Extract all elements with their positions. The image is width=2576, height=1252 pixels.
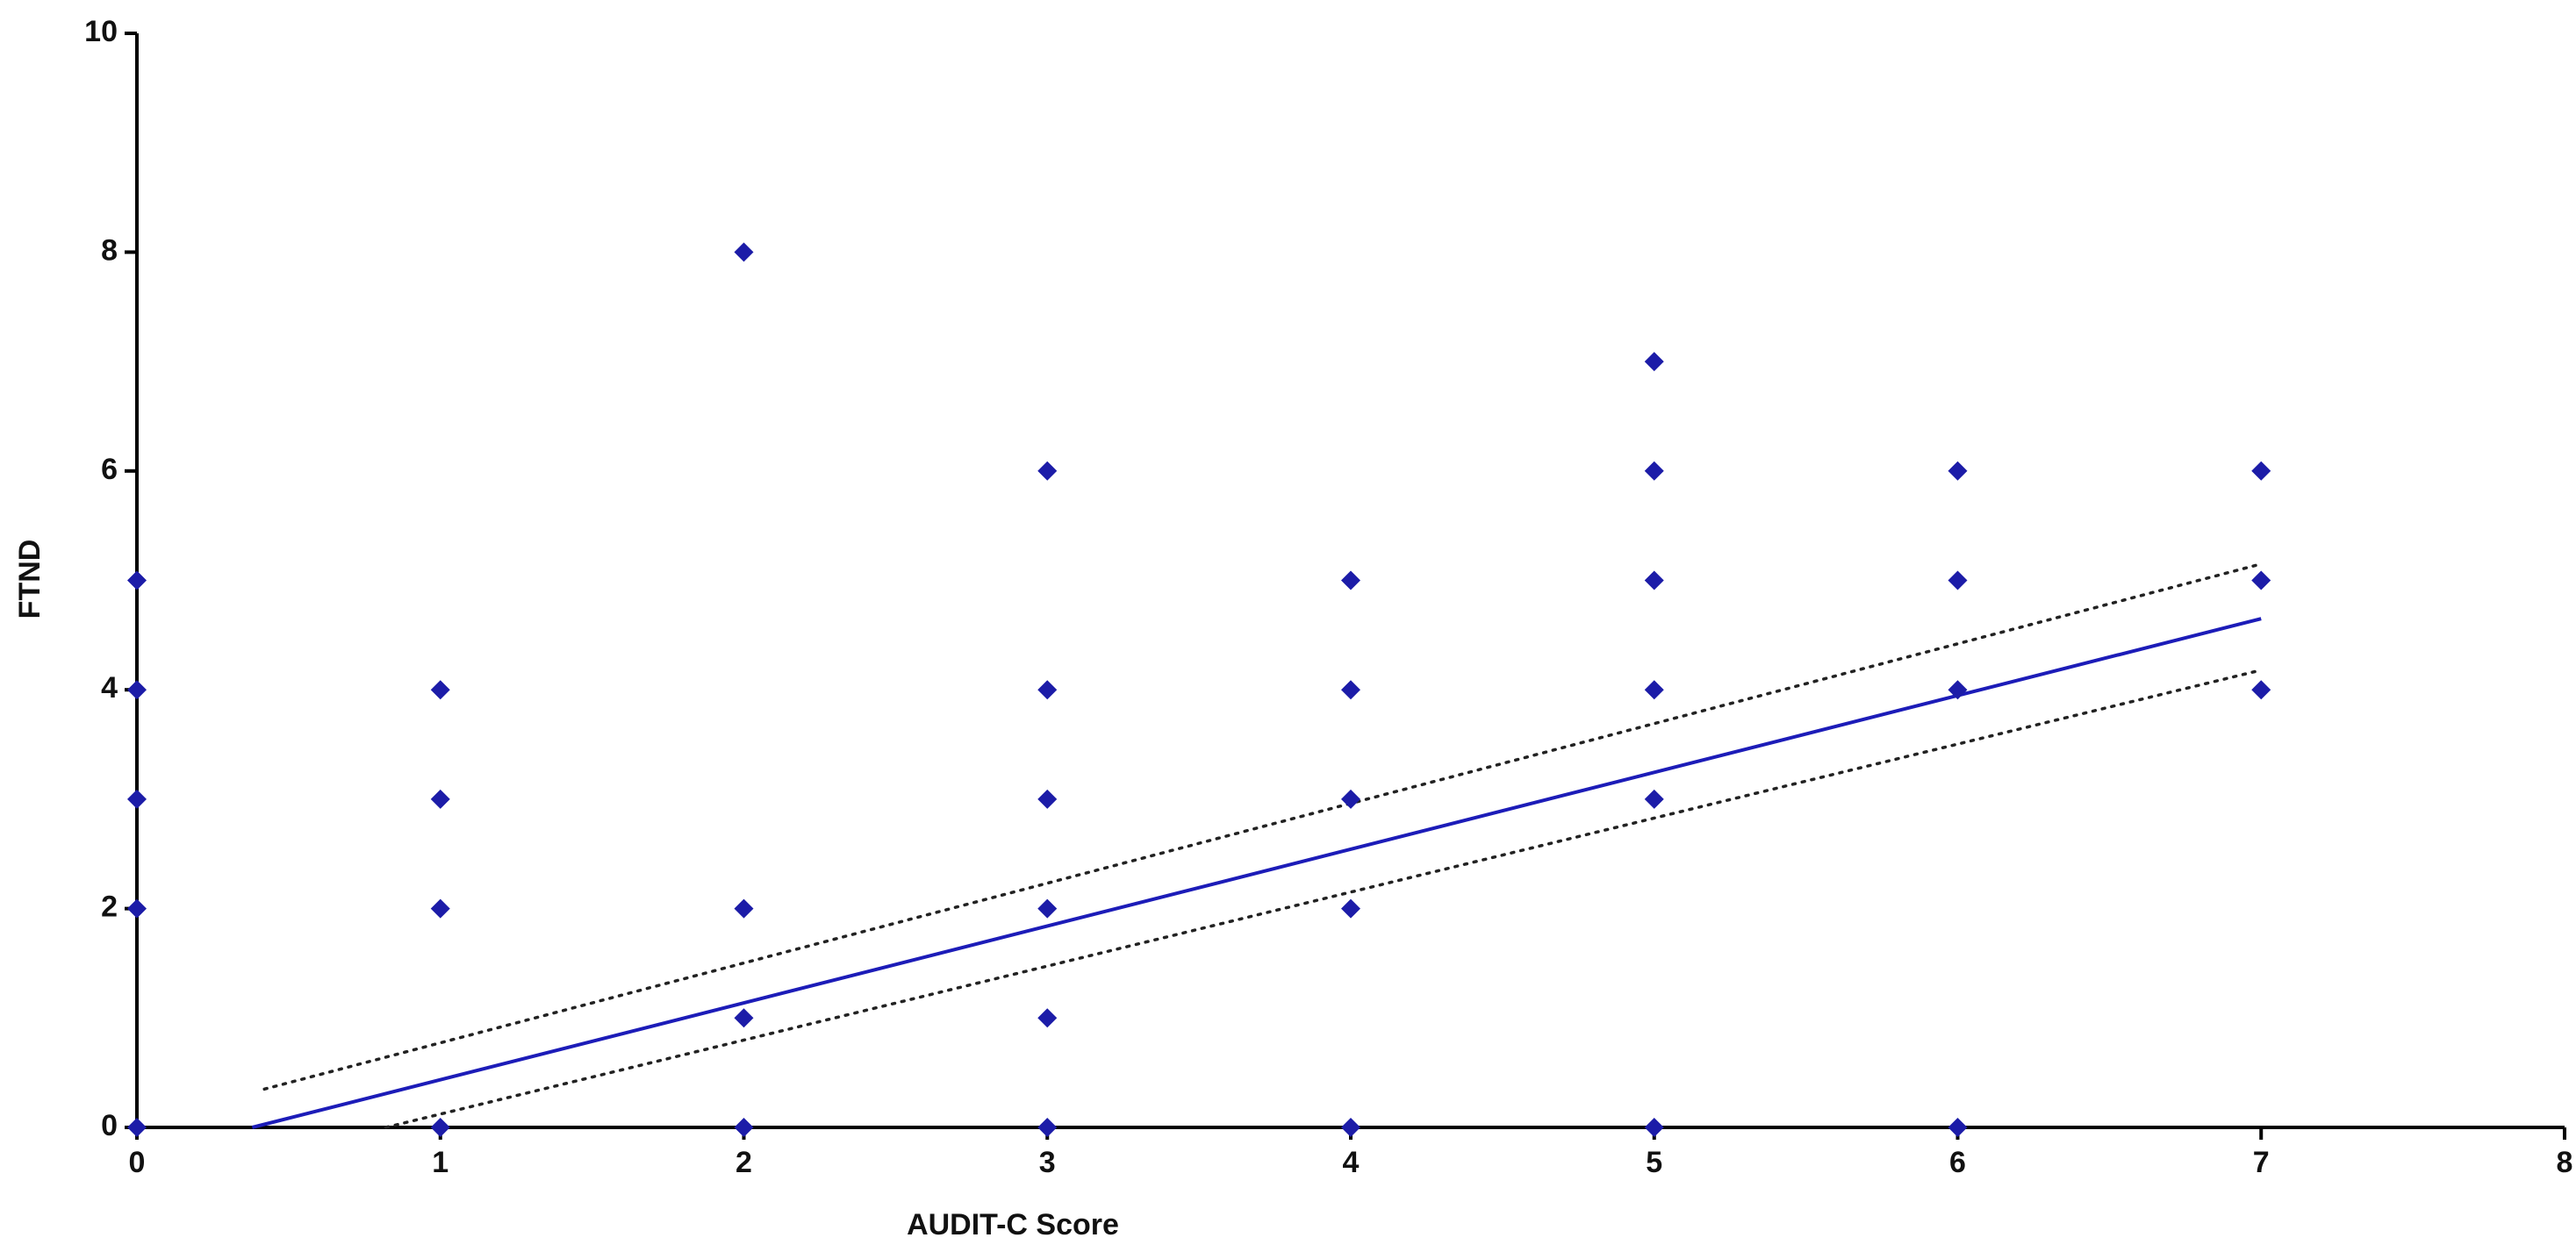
point <box>1948 461 1968 481</box>
point <box>1644 789 1664 809</box>
point <box>1341 789 1360 809</box>
x-tick-label: 0 <box>129 1146 146 1179</box>
point <box>1037 680 1058 700</box>
x-axis-label: AUDIT-C Score <box>907 1208 1119 1241</box>
point <box>430 789 450 809</box>
y-tick-label: 6 <box>101 453 118 486</box>
x-tick-label: 6 <box>1949 1146 1966 1179</box>
point <box>127 789 147 809</box>
y-tick-label: 0 <box>101 1109 118 1142</box>
point <box>430 680 450 700</box>
point <box>127 680 147 700</box>
point <box>734 1118 754 1137</box>
point <box>1341 680 1360 700</box>
point <box>1037 789 1058 809</box>
point <box>1644 352 1664 372</box>
y-tick-label: 10 <box>84 15 118 48</box>
x-tick-label: 1 <box>432 1146 448 1179</box>
point <box>430 898 450 919</box>
regression-line <box>251 617 2262 1129</box>
point <box>734 898 754 919</box>
point <box>1948 680 1968 700</box>
point <box>1644 570 1664 590</box>
point <box>1341 570 1360 590</box>
confidence-line <box>384 669 2263 1129</box>
point <box>127 898 147 919</box>
point <box>1644 680 1664 700</box>
x-tick-label: 2 <box>735 1146 752 1179</box>
point <box>1948 570 1968 590</box>
y-axis-label: FTND <box>13 540 47 619</box>
point <box>734 1008 754 1028</box>
point <box>2251 461 2271 481</box>
point <box>1948 1118 1968 1137</box>
y-tick-label: 2 <box>101 891 118 924</box>
point <box>1037 1118 1058 1137</box>
point <box>1644 1118 1664 1137</box>
x-tick-label: 5 <box>1646 1146 1662 1179</box>
point <box>1037 461 1058 481</box>
confidence-line <box>262 562 2263 1091</box>
y-tick-label: 4 <box>101 671 118 705</box>
point <box>1341 898 1360 919</box>
point <box>1644 461 1664 481</box>
x-tick-label: 8 <box>2557 1146 2573 1179</box>
point <box>1037 898 1058 919</box>
point <box>2251 570 2271 590</box>
point <box>1037 1008 1058 1028</box>
point <box>1341 1118 1360 1137</box>
y-tick-label: 8 <box>101 233 118 267</box>
x-tick-label: 7 <box>2253 1146 2270 1179</box>
point <box>734 242 754 262</box>
point <box>430 1118 450 1137</box>
x-tick-label: 3 <box>1039 1146 1056 1179</box>
point <box>127 1118 147 1137</box>
point <box>2251 680 2271 700</box>
x-tick-label: 4 <box>1343 1146 1360 1179</box>
point <box>127 570 147 590</box>
